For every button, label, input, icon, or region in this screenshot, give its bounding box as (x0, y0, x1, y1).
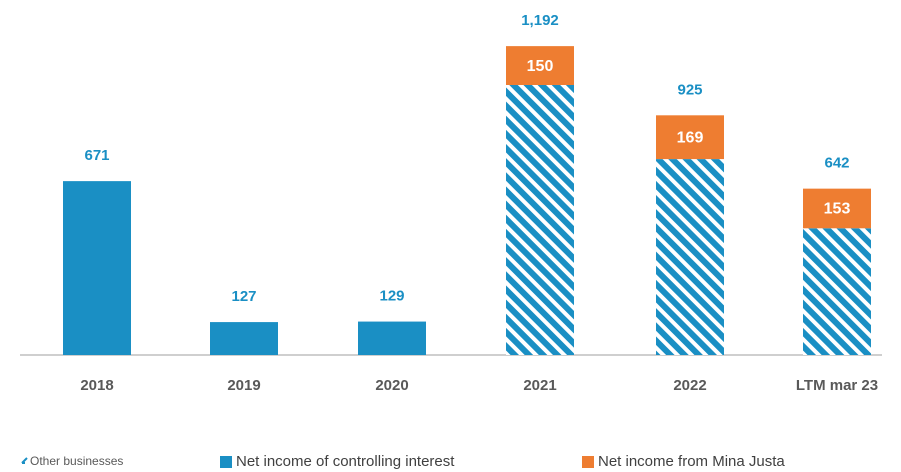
total-label: 642 (824, 155, 849, 172)
legend-swatch (582, 456, 594, 468)
x-tick-label: 2022 (673, 377, 706, 394)
bar-segment (803, 188, 871, 229)
bar-segment (63, 181, 131, 355)
total-label: 925 (677, 81, 702, 98)
segment-label: 169 (677, 129, 704, 146)
legend-label: Net income from Mina Justa (598, 453, 785, 470)
bar-segment (506, 84, 574, 355)
bar-segment (656, 115, 724, 160)
bar-segment (803, 228, 871, 355)
segment-label: 150 (527, 58, 554, 75)
hatch-legend-label: Other businesses (30, 454, 123, 468)
x-tick-label: 2018 (80, 377, 113, 394)
legend-label: Net income of controlling interest (236, 453, 455, 470)
total-label: 671 (84, 147, 109, 164)
x-tick-label: 2021 (523, 377, 556, 394)
x-tick-label: LTM mar 23 (796, 377, 878, 394)
segment-label: 153 (824, 201, 851, 218)
total-label: 127 (231, 288, 256, 305)
total-label: 1,192 (521, 12, 559, 29)
bar-segment (656, 159, 724, 355)
hatch-legend-icon (21, 457, 28, 464)
bar-segment (210, 322, 278, 355)
bar-segment (358, 321, 426, 355)
x-tick-label: 2019 (227, 377, 260, 394)
x-tick-label: 2020 (375, 377, 408, 394)
legend-swatch (220, 456, 232, 468)
bar-segment (506, 46, 574, 85)
total-label: 129 (379, 288, 404, 305)
